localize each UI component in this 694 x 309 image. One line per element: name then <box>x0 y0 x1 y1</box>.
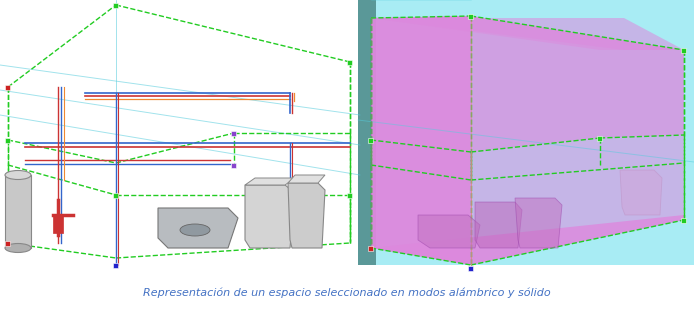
Bar <box>348 193 353 197</box>
Polygon shape <box>371 215 684 265</box>
Ellipse shape <box>5 243 31 252</box>
Polygon shape <box>158 208 238 248</box>
Bar <box>114 263 119 268</box>
Bar <box>348 60 353 65</box>
Bar <box>598 136 602 141</box>
Bar <box>358 0 694 265</box>
Text: Representación de un espacio seleccionado en modos alámbrico y sólido: Representación de un espacio seleccionad… <box>143 288 551 298</box>
Polygon shape <box>371 16 684 50</box>
Bar <box>114 193 119 197</box>
Polygon shape <box>245 185 295 248</box>
Bar <box>6 84 10 90</box>
Ellipse shape <box>180 224 210 236</box>
Polygon shape <box>288 175 325 183</box>
Bar <box>468 14 473 19</box>
Bar <box>369 245 373 251</box>
Polygon shape <box>371 16 471 265</box>
Bar <box>6 138 10 142</box>
Polygon shape <box>475 202 522 248</box>
Polygon shape <box>371 16 684 50</box>
Polygon shape <box>371 16 684 50</box>
Bar <box>6 240 10 245</box>
Polygon shape <box>620 170 662 215</box>
Polygon shape <box>418 215 480 248</box>
Polygon shape <box>471 16 684 265</box>
Bar <box>5 175 31 248</box>
Bar <box>114 2 119 7</box>
Polygon shape <box>371 16 471 265</box>
Bar <box>682 48 686 53</box>
Polygon shape <box>515 198 562 248</box>
Polygon shape <box>245 178 295 185</box>
Polygon shape <box>288 183 325 248</box>
Bar <box>682 218 686 222</box>
Bar <box>468 265 473 270</box>
Bar <box>232 130 237 136</box>
Bar <box>53 215 63 233</box>
Bar <box>358 0 376 265</box>
Polygon shape <box>471 16 684 220</box>
Ellipse shape <box>5 171 31 180</box>
Bar <box>369 138 373 142</box>
Bar <box>232 163 237 167</box>
